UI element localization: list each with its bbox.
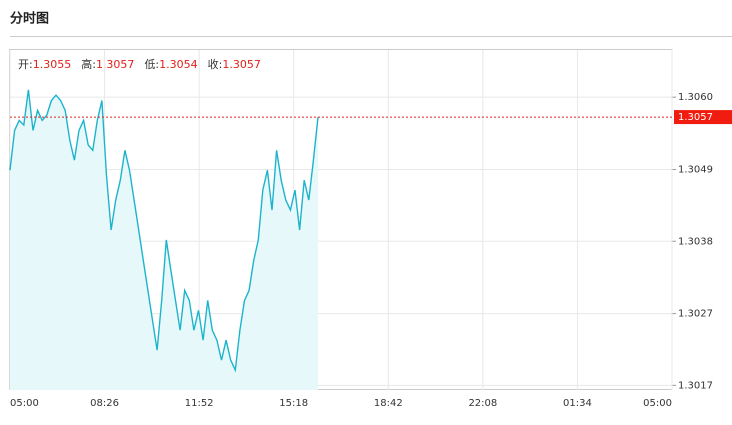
- y-tick-label: 1.3049: [678, 165, 713, 176]
- x-tick-label: 22:08: [468, 398, 497, 409]
- x-tick-label: 05:00: [10, 398, 39, 409]
- x-tick-label: 11:52: [185, 398, 214, 409]
- stat-label: 收:: [208, 57, 223, 71]
- price-line: [9, 89, 319, 373]
- page-title: 分时图: [10, 11, 49, 27]
- x-tick-label: 08:26: [90, 398, 119, 409]
- x-tick-label: 05:00: [643, 398, 672, 409]
- stat-label: 开:: [18, 58, 33, 71]
- y-tick-label: 1.3027: [678, 309, 713, 320]
- stat-value: 1.3057: [222, 58, 261, 71]
- stat-value: 1.3057: [96, 58, 135, 71]
- x-tick-label: 15:18: [279, 398, 308, 409]
- stat-value: 1.3054: [159, 58, 198, 71]
- x-tick-label: 18:42: [374, 398, 403, 409]
- stat-label: 低:: [144, 58, 159, 71]
- last-price-label: 1.3057: [678, 112, 713, 123]
- y-tick-label: 1.3038: [678, 236, 713, 247]
- y-tick-label: 1.3017: [678, 380, 713, 391]
- stat-value: 1.3055: [33, 58, 72, 71]
- stat-label: 高:: [81, 57, 96, 71]
- last-price-box: [674, 110, 732, 125]
- area: [10, 89, 319, 391]
- x-tick-label: 01:34: [563, 398, 592, 409]
- y-tick-label: 1.3060: [678, 92, 713, 103]
